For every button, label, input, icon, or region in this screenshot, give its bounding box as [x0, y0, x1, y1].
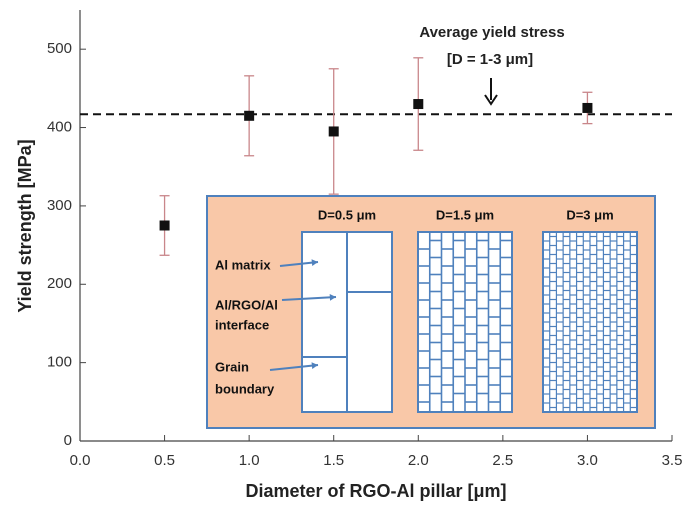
- panel-title: D=3 μm: [566, 207, 613, 222]
- y-tick-label: 200: [47, 275, 72, 292]
- y-axis-title: Yield strength [MPa]: [15, 139, 35, 312]
- inset-label: Grain: [215, 359, 249, 374]
- y-tick-label: 300: [47, 197, 72, 214]
- inset-label: boundary: [215, 381, 275, 396]
- annotation: [D = 1-3 μm]: [447, 51, 533, 68]
- x-tick-label: 2.5: [492, 452, 513, 469]
- marker: [413, 99, 424, 110]
- pointer-head: [311, 259, 318, 266]
- marker: [159, 220, 170, 231]
- pointer: [279, 261, 319, 267]
- panel-title: D=1.5 μm: [436, 207, 494, 222]
- arrow-head: [484, 94, 498, 106]
- y-tick-label: 500: [47, 40, 72, 57]
- x-tick-label: 1.5: [323, 452, 344, 469]
- inset-label: interface: [215, 317, 269, 332]
- y-tick-label: 0: [64, 432, 72, 449]
- marker: [328, 126, 339, 137]
- x-tick-label: 3.0: [577, 452, 598, 469]
- inset-label: Al matrix: [215, 257, 271, 272]
- y-tick-label: 400: [47, 119, 72, 136]
- marker: [582, 102, 593, 113]
- x-tick-label: 1.0: [239, 452, 260, 469]
- pointer: [269, 364, 319, 371]
- x-tick-label: 0.5: [154, 452, 175, 469]
- panel-title: D=0.5 μm: [318, 207, 376, 222]
- inset-label: Al/RGO/Al: [215, 297, 278, 312]
- x-axis-title: Diameter of RGO-Al pillar [μm]: [245, 481, 506, 501]
- x-tick-label: 0.0: [70, 452, 91, 469]
- x-tick-label: 2.0: [408, 452, 429, 469]
- annotation: Average yield stress: [419, 24, 564, 41]
- marker: [244, 110, 255, 121]
- pointer: [281, 296, 337, 301]
- x-tick-label: 3.5: [662, 452, 683, 469]
- y-tick-label: 100: [47, 354, 72, 371]
- pointer-head: [311, 362, 318, 369]
- pointer-head: [329, 293, 336, 301]
